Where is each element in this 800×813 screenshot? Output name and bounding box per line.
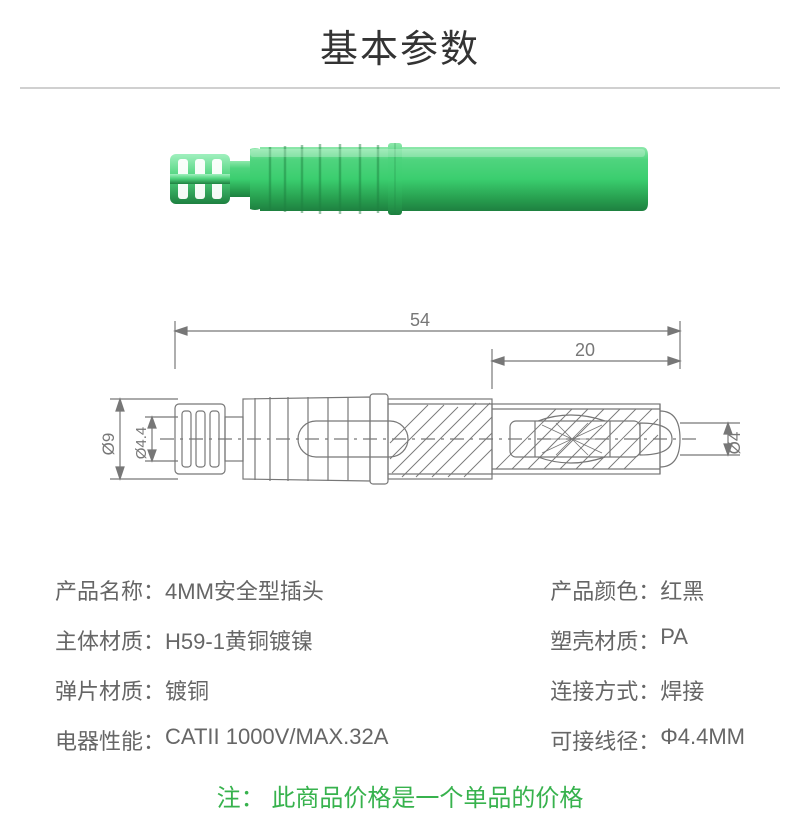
page-title: 基本参数 xyxy=(0,0,800,87)
spec-row: 主体材质： H59-1黄铜镀镍 xyxy=(55,624,388,656)
spec-value: H59-1黄铜镀镍 xyxy=(165,624,313,656)
spec-value: CATII 1000V/MAX.32A xyxy=(165,724,388,756)
dim-inner-dia: Ø4.4 xyxy=(133,427,150,460)
spec-label: 可接线径： xyxy=(550,724,660,756)
note-text: 此商品价格是一个单品的价格 xyxy=(271,785,583,812)
spec-label: 电器性能： xyxy=(55,724,165,756)
spec-label: 连接方式： xyxy=(550,674,660,706)
spec-row: 产品颜色： 红黑 xyxy=(550,574,745,606)
note-label: 注： xyxy=(217,785,265,812)
spec-value: Φ4.4MM xyxy=(660,724,745,756)
spec-value: 焊接 xyxy=(660,674,704,706)
spec-value: PA xyxy=(660,624,688,656)
spec-row: 可接线径： Φ4.4MM xyxy=(550,724,745,756)
dim-tip: 20 xyxy=(575,340,595,360)
title-underline xyxy=(20,87,780,89)
spec-row: 产品名称： 4MM安全型插头 xyxy=(55,574,388,606)
technical-diagram: 54 20 xyxy=(0,309,800,544)
dim-tip-dia: Ø4 xyxy=(725,432,744,455)
spec-row: 塑壳材质： PA xyxy=(550,624,745,656)
price-note: 注： 此商品价格是一个单品的价格 xyxy=(0,778,800,813)
spec-label: 塑壳材质： xyxy=(550,624,660,656)
spec-label: 产品名称： xyxy=(55,574,165,606)
spec-value: 红黑 xyxy=(660,574,704,606)
product-render xyxy=(0,119,800,289)
spec-row: 电器性能： CATII 1000V/MAX.32A xyxy=(55,724,388,756)
dim-outer-dia: Ø9 xyxy=(99,433,118,456)
specs-table: 产品名称： 4MM安全型插头 主体材质： H59-1黄铜镀镍 弹片材质： 镀铜 … xyxy=(0,574,800,756)
spec-value: 镀铜 xyxy=(165,674,209,706)
dim-total: 54 xyxy=(410,310,430,330)
specs-col-right: 产品颜色： 红黑 塑壳材质： PA 连接方式： 焊接 可接线径： Φ4.4MM xyxy=(550,574,745,756)
spec-row: 连接方式： 焊接 xyxy=(550,674,745,706)
spec-label: 弹片材质： xyxy=(55,674,165,706)
spec-row: 弹片材质： 镀铜 xyxy=(55,674,388,706)
specs-col-left: 产品名称： 4MM安全型插头 主体材质： H59-1黄铜镀镍 弹片材质： 镀铜 … xyxy=(55,574,388,756)
spec-value: 4MM安全型插头 xyxy=(165,574,324,606)
spec-label: 主体材质： xyxy=(55,624,165,656)
spec-label: 产品颜色： xyxy=(550,574,660,606)
